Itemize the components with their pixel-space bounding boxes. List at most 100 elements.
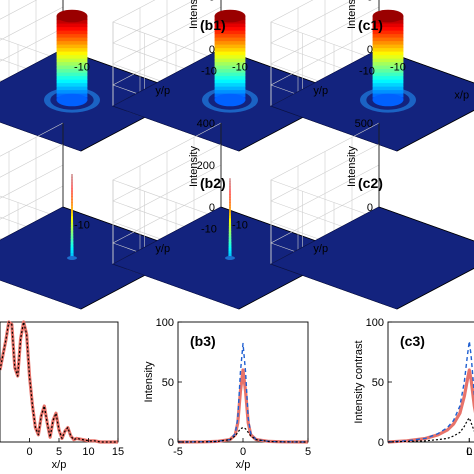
y-axis-label: y/p	[155, 85, 170, 97]
surface-spike	[228, 231, 232, 235]
surface-spike	[70, 232, 74, 237]
surface-slice	[214, 30, 246, 35]
surface-spike	[71, 182, 73, 186]
surface-spike	[228, 252, 232, 256]
surface-slice	[372, 51, 404, 56]
surface-top	[214, 9, 246, 23]
surface-slice	[56, 79, 88, 84]
y-axis-label: Intensity	[143, 361, 155, 402]
surface-spike	[70, 249, 74, 253]
surface-spike	[70, 246, 74, 251]
surface-slice	[372, 79, 404, 84]
surface-slice	[372, 23, 404, 28]
series-line-1	[177, 342, 309, 443]
x-tick-label: -5	[173, 446, 183, 458]
surface-spike	[71, 190, 73, 195]
surface-spike	[71, 196, 73, 200]
z-tick-label: 5	[209, 0, 215, 4]
x-tick-label: 0	[240, 446, 246, 458]
surface-spike	[228, 250, 232, 254]
surface-slice	[56, 47, 88, 52]
surface-spike	[229, 180, 231, 185]
z-axis-label: Intensity	[346, 0, 358, 29]
surface-spike	[228, 226, 232, 230]
surface-spike	[71, 185, 73, 189]
surface-slice	[56, 68, 88, 73]
z-tick-label: 400	[197, 118, 215, 130]
x-axis-label: x/p	[454, 90, 469, 102]
surface-slice	[214, 82, 246, 87]
surface-slice	[56, 30, 88, 35]
surface-spike	[70, 218, 74, 223]
surface-spike	[228, 228, 232, 232]
z-tick-label: 200	[197, 160, 215, 172]
series-line-1	[387, 340, 474, 443]
surface-slice	[214, 58, 246, 63]
surface-slice	[214, 75, 246, 80]
x-tick-label: L	[466, 446, 472, 458]
surface-base	[56, 93, 88, 107]
surface-slice	[56, 72, 88, 77]
surface-base	[372, 93, 404, 107]
surface-slice	[214, 37, 246, 42]
surface-slice	[372, 33, 404, 38]
panel-label: (b2)	[200, 175, 226, 191]
panel-label: (c1)	[358, 17, 383, 33]
surface-slice	[372, 26, 404, 31]
surface-slice	[372, 89, 404, 94]
y-tick-label: -10	[201, 66, 217, 78]
surface-slice	[372, 37, 404, 42]
x-tick-label: -10	[390, 62, 406, 74]
surface-slice	[56, 65, 88, 70]
panel-c2: y/p 0 500 Intensity (c2)	[270, 118, 474, 310]
surface-slice	[372, 86, 404, 91]
surface-spike	[71, 176, 73, 181]
surface-spike	[229, 202, 231, 206]
surface-slice	[56, 33, 88, 38]
grid-line	[0, 122, 82, 226]
surface-spike	[228, 247, 232, 251]
x-tick-label: 5	[305, 446, 311, 458]
surface-slice	[56, 26, 88, 31]
surface-spike	[71, 179, 73, 183]
surface-slice	[214, 47, 246, 52]
surface-slice	[372, 75, 404, 80]
x-tick-label: 10	[82, 446, 94, 458]
surface-spike	[228, 234, 232, 238]
z-tick-label: 0	[367, 44, 373, 56]
surface-spike	[70, 244, 74, 248]
x-axis-label: x/p	[52, 459, 67, 471]
surface-spike	[229, 183, 231, 187]
surface-slice	[372, 82, 404, 87]
surface-slice	[214, 79, 246, 84]
surface-spike	[71, 207, 73, 211]
surface-slice	[56, 54, 88, 59]
surface-slice	[214, 33, 246, 38]
series-line-1	[0, 321, 118, 443]
series-line-0	[0, 320, 118, 444]
surface-slice	[372, 58, 404, 63]
surface-spike	[70, 230, 74, 234]
surface-spike	[229, 207, 231, 211]
x-tick-label: -10	[232, 62, 248, 74]
surface-spike-base	[67, 256, 77, 260]
surface-spike	[70, 227, 74, 231]
surface-spike	[228, 242, 232, 246]
z-axis-label: Intensity	[346, 146, 358, 187]
surface-top	[56, 9, 88, 23]
surface-slice	[372, 54, 404, 59]
surface-spike	[70, 221, 74, 225]
panel-label: (b1)	[200, 17, 226, 33]
panel-a1: -1010x/p	[0, 0, 190, 152]
panel-c1: -1010x/p-10y/p05Intensity(c1)	[270, 0, 474, 152]
surface-slice	[372, 65, 404, 70]
surface-slice	[372, 30, 404, 35]
x-tick-label: 15	[112, 446, 124, 458]
y-tick-label: -10	[359, 66, 375, 78]
surface-spike	[70, 235, 74, 239]
x-tick-label: 0	[26, 446, 32, 458]
surface-slice	[372, 44, 404, 49]
surface-spike	[229, 212, 231, 217]
z-axis-label: Intensity	[188, 146, 200, 187]
